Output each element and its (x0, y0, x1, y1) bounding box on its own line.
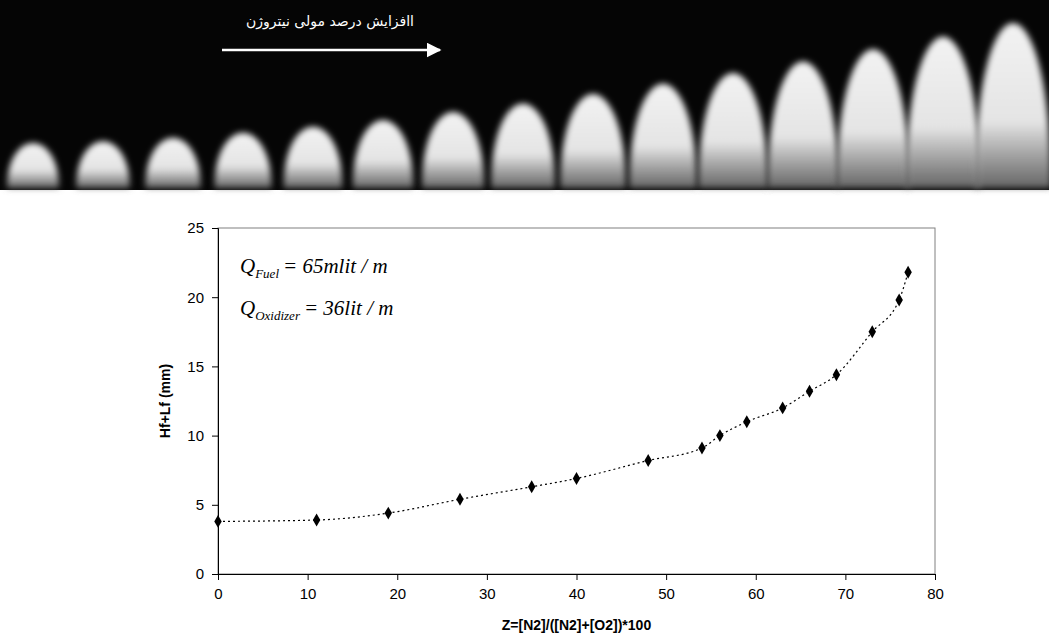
x-tick: 10 (300, 574, 317, 602)
y-tick-label: 20 (187, 289, 204, 306)
x-tick-label: 40 (569, 585, 586, 602)
annotation-symbol: Q (240, 296, 255, 320)
data-point (904, 266, 911, 279)
flame (906, 36, 980, 188)
y-axis-title: Hf+Lf (mm) (157, 364, 173, 438)
flame (837, 49, 910, 188)
x-tick-label: 0 (214, 585, 222, 602)
data-point (385, 507, 392, 520)
data-point (806, 385, 813, 398)
arrow (222, 49, 440, 52)
y-tick-label: 0 (196, 565, 204, 582)
annotation-subscript: Fuel (254, 266, 279, 281)
data-point (698, 442, 705, 455)
y-tick: 15 (187, 358, 218, 375)
y-axis: 0 5 10 15 20 25 (187, 219, 218, 582)
x-axis: 0 10 20 30 40 50 60 70 80 (214, 574, 944, 602)
flame (214, 133, 271, 188)
data-point (456, 493, 463, 506)
data-line (218, 272, 908, 521)
y-tick: 25 (187, 219, 218, 236)
x-tick-mark (935, 574, 936, 580)
flame (491, 103, 555, 188)
x-tick-mark (756, 574, 757, 580)
x-tick: 70 (838, 574, 855, 602)
flame (422, 112, 484, 188)
x-tick-mark (397, 574, 398, 580)
x-tick-label: 30 (479, 585, 496, 602)
x-tick-label: 60 (748, 585, 765, 602)
x-tick: 20 (389, 574, 406, 602)
y-tick-mark (212, 297, 218, 298)
x-tick-mark (308, 574, 309, 580)
x-tick: 40 (569, 574, 586, 602)
data-point (869, 325, 876, 338)
y-tick-label: 5 (196, 496, 204, 513)
flame (145, 138, 200, 188)
data-point (644, 454, 651, 467)
x-tick-label: 80 (927, 585, 944, 602)
data-point (313, 514, 320, 527)
x-tick-mark (666, 574, 667, 580)
flame (768, 61, 839, 188)
data-point (779, 401, 786, 414)
y-tick: 20 (187, 289, 218, 306)
x-tick-label: 20 (389, 585, 406, 602)
x-tick-mark (845, 574, 846, 580)
data-point (573, 472, 580, 485)
flame (560, 94, 626, 188)
x-tick: 0 (214, 574, 222, 602)
data-point (528, 480, 535, 493)
y-tick-label: 15 (187, 358, 204, 375)
y-tick-mark (212, 366, 218, 367)
x-tick: 50 (658, 574, 675, 602)
x-tick-label: 70 (838, 585, 855, 602)
flame (353, 120, 414, 188)
annotation: QOxidizer= 36lit / m (240, 296, 393, 323)
y-tick: 0 (196, 565, 218, 582)
y-tick-mark (212, 505, 218, 506)
photo-strip (0, 0, 1049, 190)
flame (284, 127, 343, 188)
plot-area (214, 266, 912, 528)
annotation: QFuel = 65mlit / m (240, 254, 388, 281)
x-tick-mark (577, 574, 578, 580)
annotation-symbol: Q (240, 254, 255, 278)
flame (698, 73, 767, 188)
data-point (743, 415, 750, 428)
x-axis-title: Z=[N2]/([N2]+[O2])*100 (502, 617, 652, 633)
y-tick-label: 10 (187, 427, 204, 444)
y-tick-mark (212, 228, 218, 229)
x-axis-line (219, 575, 936, 581)
x-tick: 30 (479, 574, 496, 602)
y-tick-mark (212, 436, 218, 437)
x-tick-label: 10 (300, 585, 317, 602)
plot-frame (218, 228, 935, 574)
x-tick: 80 (927, 574, 944, 602)
data-point (716, 429, 723, 442)
data-point (214, 515, 221, 528)
flame (76, 141, 130, 188)
flame (975, 23, 1049, 188)
flame (629, 84, 696, 188)
x-tick-mark (487, 574, 488, 580)
annotation-text: = 36lit / m (304, 296, 393, 320)
data-point (895, 294, 902, 307)
annotation-subscript: Oxidizer (255, 308, 301, 323)
chart: اافزایش درصد مولی نیتروژن010203040506070… (0, 0, 1049, 641)
y-tick: 10 (187, 427, 218, 444)
x-tick: 60 (748, 574, 765, 602)
flame (7, 143, 59, 188)
data-point (833, 368, 840, 381)
strip-label: اافزایش درصد مولی نیتروژن (246, 13, 414, 30)
x-tick-label: 50 (658, 585, 675, 602)
y-tick: 5 (196, 496, 218, 513)
y-tick-label: 25 (187, 219, 204, 236)
annotation-text: = 65mlit / m (283, 254, 388, 278)
y-tick-mark (212, 574, 218, 575)
